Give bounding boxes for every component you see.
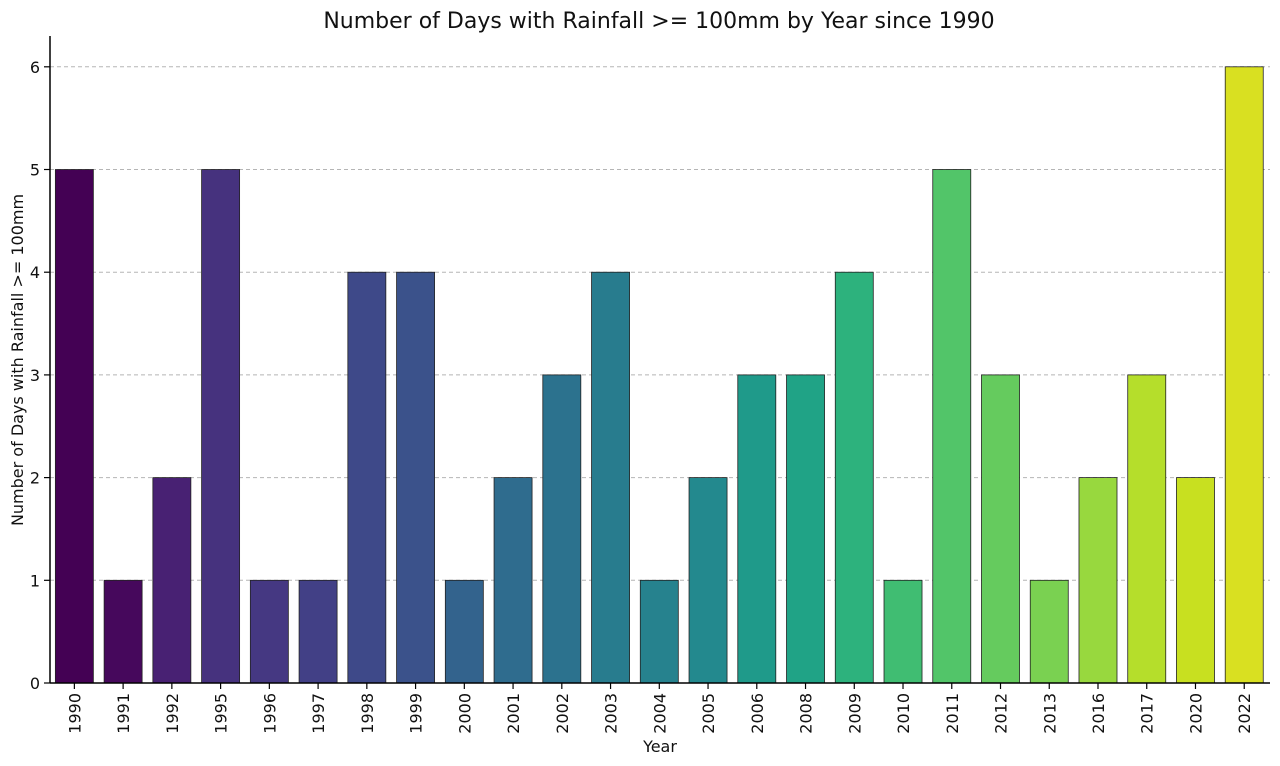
x-tick-label: 2016: [1089, 693, 1108, 734]
bar-2016: [1078, 477, 1118, 684]
x-tick-label: 2001: [504, 693, 523, 734]
x-tick-label: 2004: [650, 693, 669, 734]
x-tick-label: 2017: [1138, 693, 1157, 734]
x-tick-label: 2012: [992, 693, 1011, 734]
bar-1997: [298, 579, 338, 684]
bar-2017: [1127, 374, 1167, 684]
x-tick-label: 1991: [114, 693, 133, 734]
x-tick-label: 1998: [358, 693, 377, 734]
x-tick-label: 2005: [699, 693, 718, 734]
bar-2000: [444, 579, 484, 684]
bar-2011: [932, 169, 972, 684]
x-tick-label: 1996: [260, 693, 279, 734]
bar-1996: [249, 579, 289, 684]
bar-1991: [103, 579, 143, 684]
bar-2013: [1029, 579, 1069, 684]
bar-2002: [542, 374, 582, 684]
bar-2004: [639, 579, 679, 684]
x-tick-label: 1992: [163, 693, 182, 734]
chart-title: Number of Days with Rainfall >= 100mm by…: [323, 9, 994, 34]
x-tick-label: 2011: [943, 693, 962, 734]
bar-2005: [688, 477, 728, 684]
x-tick-label: 2010: [894, 693, 913, 734]
bar-2008: [786, 374, 825, 684]
y-tick-label: 1: [30, 571, 40, 590]
bar-2009: [834, 271, 874, 684]
y-axis-label: Number of Days with Rainfall >= 100mm: [8, 194, 27, 526]
y-tick-label: 4: [30, 263, 40, 282]
bar-1998: [347, 271, 387, 684]
x-tick-label: 2008: [797, 693, 816, 734]
x-tick-label: 2002: [553, 693, 572, 734]
bar-2012: [981, 374, 1020, 684]
bars: [54, 66, 1264, 684]
x-tick-label: 2022: [1235, 693, 1254, 734]
x-tick-label: 1999: [407, 693, 426, 734]
bar-2001: [493, 477, 533, 684]
x-tick-label: 2006: [748, 693, 767, 734]
bar-2006: [737, 374, 777, 684]
x-tick-label: 2013: [1040, 693, 1059, 734]
bar-1990: [54, 169, 94, 684]
x-tick-label: 1997: [309, 693, 328, 734]
x-tick-label: 2009: [845, 693, 864, 734]
x-tick-label: 2020: [1186, 693, 1205, 734]
axes: [49, 36, 1270, 684]
bar-1995: [201, 169, 241, 684]
bar-1992: [152, 477, 192, 684]
bar-2022: [1224, 66, 1264, 684]
x-ticks: 1990 1991 1992 1995 1996 1997 1998 1999 2000 2001…: [65, 683, 1254, 734]
y-tick-label: 6: [30, 58, 40, 77]
y-tick-label: 3: [30, 366, 40, 385]
y-tick-label: 0: [30, 674, 40, 693]
y-tick-label: 5: [30, 161, 40, 180]
x-tick-label: 1990: [65, 693, 84, 734]
bar-1999: [396, 271, 435, 684]
x-tick-label: 2000: [455, 693, 474, 734]
x-tick-label: 2003: [602, 693, 621, 734]
y-tick-label: 2: [30, 469, 40, 488]
bar-2003: [591, 271, 630, 684]
bar-2010: [883, 579, 923, 684]
x-tick-label: 1995: [212, 693, 231, 734]
x-axis-label: Year: [642, 737, 677, 756]
bar-2020: [1176, 477, 1215, 684]
y-ticks: 0 1 2 3 4 5 6: [30, 58, 50, 693]
